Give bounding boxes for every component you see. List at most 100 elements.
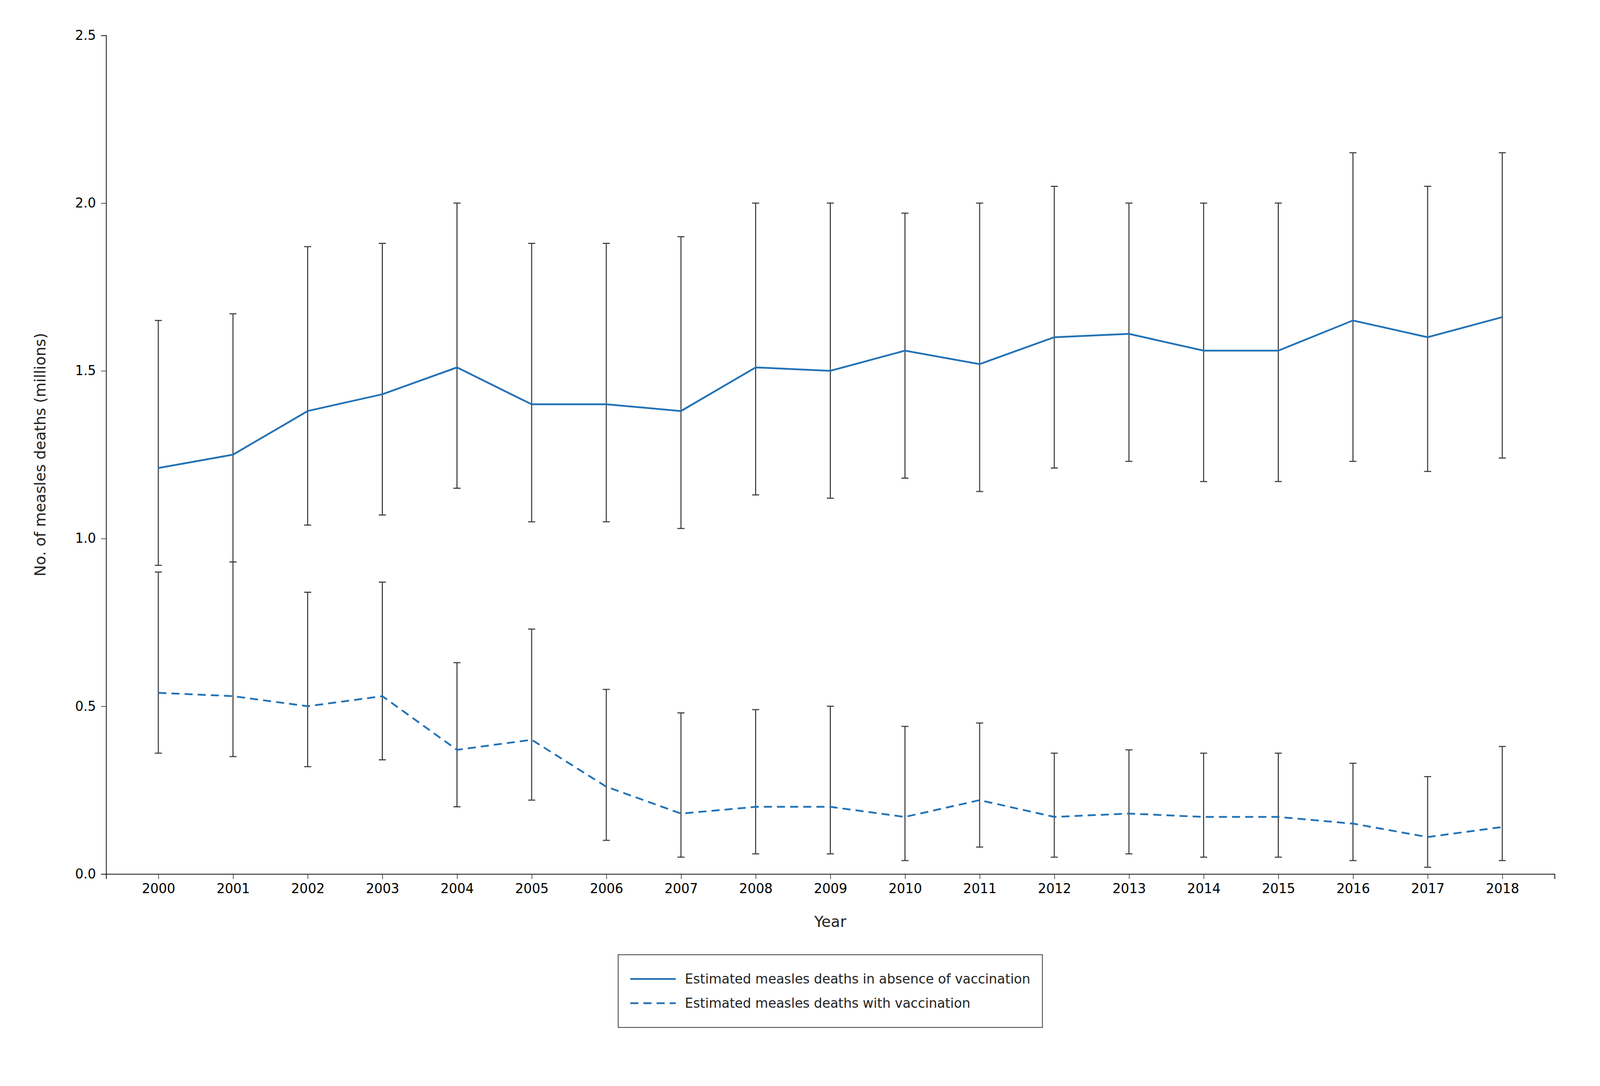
error-bar	[1200, 753, 1208, 858]
x-axis-tick: 2004	[440, 874, 474, 897]
x-axis-tick: 2015	[1261, 874, 1295, 897]
error-bar	[826, 706, 834, 855]
error-bar	[1125, 203, 1133, 462]
x-axis-tick-label: 2002	[291, 881, 325, 897]
x-axis-tick-label: 2012	[1037, 881, 1072, 897]
y-axis-tick-mark	[101, 874, 107, 875]
y-axis-tick: 0.0	[75, 866, 107, 882]
x-axis-tick-label: 2004	[440, 881, 474, 897]
error-bar	[1498, 153, 1507, 459]
x-axis-tick-label: 2018	[1485, 881, 1520, 897]
x-axis-tick-mark	[680, 874, 682, 880]
x-axis-title: Year	[813, 913, 847, 931]
x-axis-tick: 2001	[216, 874, 250, 897]
error-bar	[602, 243, 610, 522]
legend-swatch	[630, 978, 676, 981]
x-axis-tick-label: 2008	[739, 881, 773, 897]
series-line	[158, 317, 1503, 469]
x-axis: 2000200120022003200420052006200720082009…	[106, 874, 1556, 897]
series-line	[158, 692, 1503, 838]
y-axis-tick: 0.5	[75, 698, 107, 715]
x-axis-tick-label: 2013	[1112, 881, 1146, 897]
error-bar	[677, 236, 685, 529]
y-axis-title: No. of measles deaths (millions)	[31, 332, 49, 577]
error-bar	[1349, 153, 1357, 462]
error-bar	[752, 709, 760, 855]
legend-swatch	[630, 1002, 676, 1005]
error-bar	[528, 243, 536, 522]
error-bar	[1274, 753, 1282, 858]
x-axis-tick-mark	[232, 874, 234, 880]
x-axis-tick: 2002	[291, 874, 325, 897]
y-axis-tick-mark	[101, 706, 107, 708]
error-bar	[304, 246, 312, 526]
x-axis-tick-label: 2015	[1261, 881, 1295, 897]
x-axis-tick-mark	[457, 874, 458, 880]
legend-label: Estimated measles deaths in absence of v…	[684, 971, 1031, 987]
error-bar	[154, 320, 162, 566]
x-axis-tick-mark	[1054, 874, 1056, 880]
y-axis-tick-mark	[101, 370, 107, 372]
x-axis-tick-label: 2010	[888, 881, 922, 897]
x-axis-tick-label: 2011	[963, 881, 997, 897]
x-axis-tick-mark	[1502, 874, 1504, 880]
chart: 2000200120022003200420052006200720082009…	[0, 0, 1600, 1086]
x-axis-tick: 2012	[1037, 874, 1072, 897]
error-bar	[453, 203, 461, 489]
x-axis-tick-label: 2009	[813, 881, 847, 897]
x-axis-tick-mark	[531, 874, 533, 880]
series	[154, 153, 1506, 566]
y-axis: 0.0 0.5 1.0 1.5 2.0 2.5	[75, 27, 107, 882]
x-axis-tick-label: 2014	[1187, 881, 1221, 897]
y-axis-tick-label: 0.0	[75, 866, 96, 882]
x-axis-tick: 2016	[1336, 874, 1370, 897]
legend: Estimated measles deaths in absence of v…	[618, 955, 1043, 1028]
error-bar	[752, 203, 760, 495]
x-axis-tick-label: 2016	[1336, 881, 1370, 897]
error-bar	[1051, 753, 1059, 858]
x-axis-tick-mark	[1353, 874, 1354, 880]
y-axis-tick-label: 0.5	[75, 698, 96, 715]
y-axis-tick-mark	[101, 203, 107, 204]
x-axis-tick-mark	[1128, 874, 1130, 880]
x-axis-tick: 2003	[365, 874, 399, 897]
y-axis-tick-label: 2.0	[75, 195, 96, 211]
y-axis-tick: 2.0	[75, 195, 107, 211]
error-bar	[1051, 186, 1059, 469]
error-bar	[677, 713, 685, 858]
x-axis-tick-mark	[1427, 874, 1429, 880]
x-axis-tick: 2009	[813, 874, 847, 897]
error-bar	[378, 243, 386, 516]
error-bar	[1274, 203, 1282, 482]
y-axis-tick-label: 1.5	[75, 363, 96, 379]
x-axis-tick: 2005	[515, 874, 549, 897]
y-axis-tick-label: 1.0	[75, 530, 96, 546]
legend-frame	[618, 955, 1043, 1028]
x-axis-tick: 2017	[1411, 874, 1445, 897]
y-axis-tick-mark	[101, 538, 107, 540]
error-bar	[1498, 746, 1507, 862]
x-axis-tick-mark	[830, 874, 831, 880]
y-axis-tick-mark	[101, 35, 107, 36]
error-bar	[1424, 186, 1432, 472]
y-axis-tick: 2.5	[75, 27, 107, 43]
y-axis-line	[101, 35, 107, 875]
error-bar	[453, 662, 461, 808]
error-bar	[826, 203, 834, 499]
error-bar	[1200, 203, 1208, 482]
x-axis-tick-mark	[755, 874, 757, 880]
error-bar	[229, 313, 237, 563]
x-axis-tick-label: 2001	[216, 881, 250, 897]
x-axis-tick-label: 2000	[141, 881, 176, 897]
x-axis-tick: 2010	[888, 874, 922, 897]
x-axis-tick-label: 2005	[515, 881, 549, 897]
error-bar	[1424, 776, 1432, 868]
error-bar	[154, 572, 162, 754]
x-axis-tick-mark	[382, 874, 383, 880]
y-axis-tick: 1.0	[75, 530, 107, 546]
x-axis-tick-label: 2006	[589, 881, 624, 897]
error-bar	[304, 592, 312, 767]
x-axis-tick: 2008	[739, 874, 773, 897]
y-axis-tick-label: 2.5	[75, 27, 96, 43]
x-axis-tick: 2013	[1112, 874, 1146, 897]
